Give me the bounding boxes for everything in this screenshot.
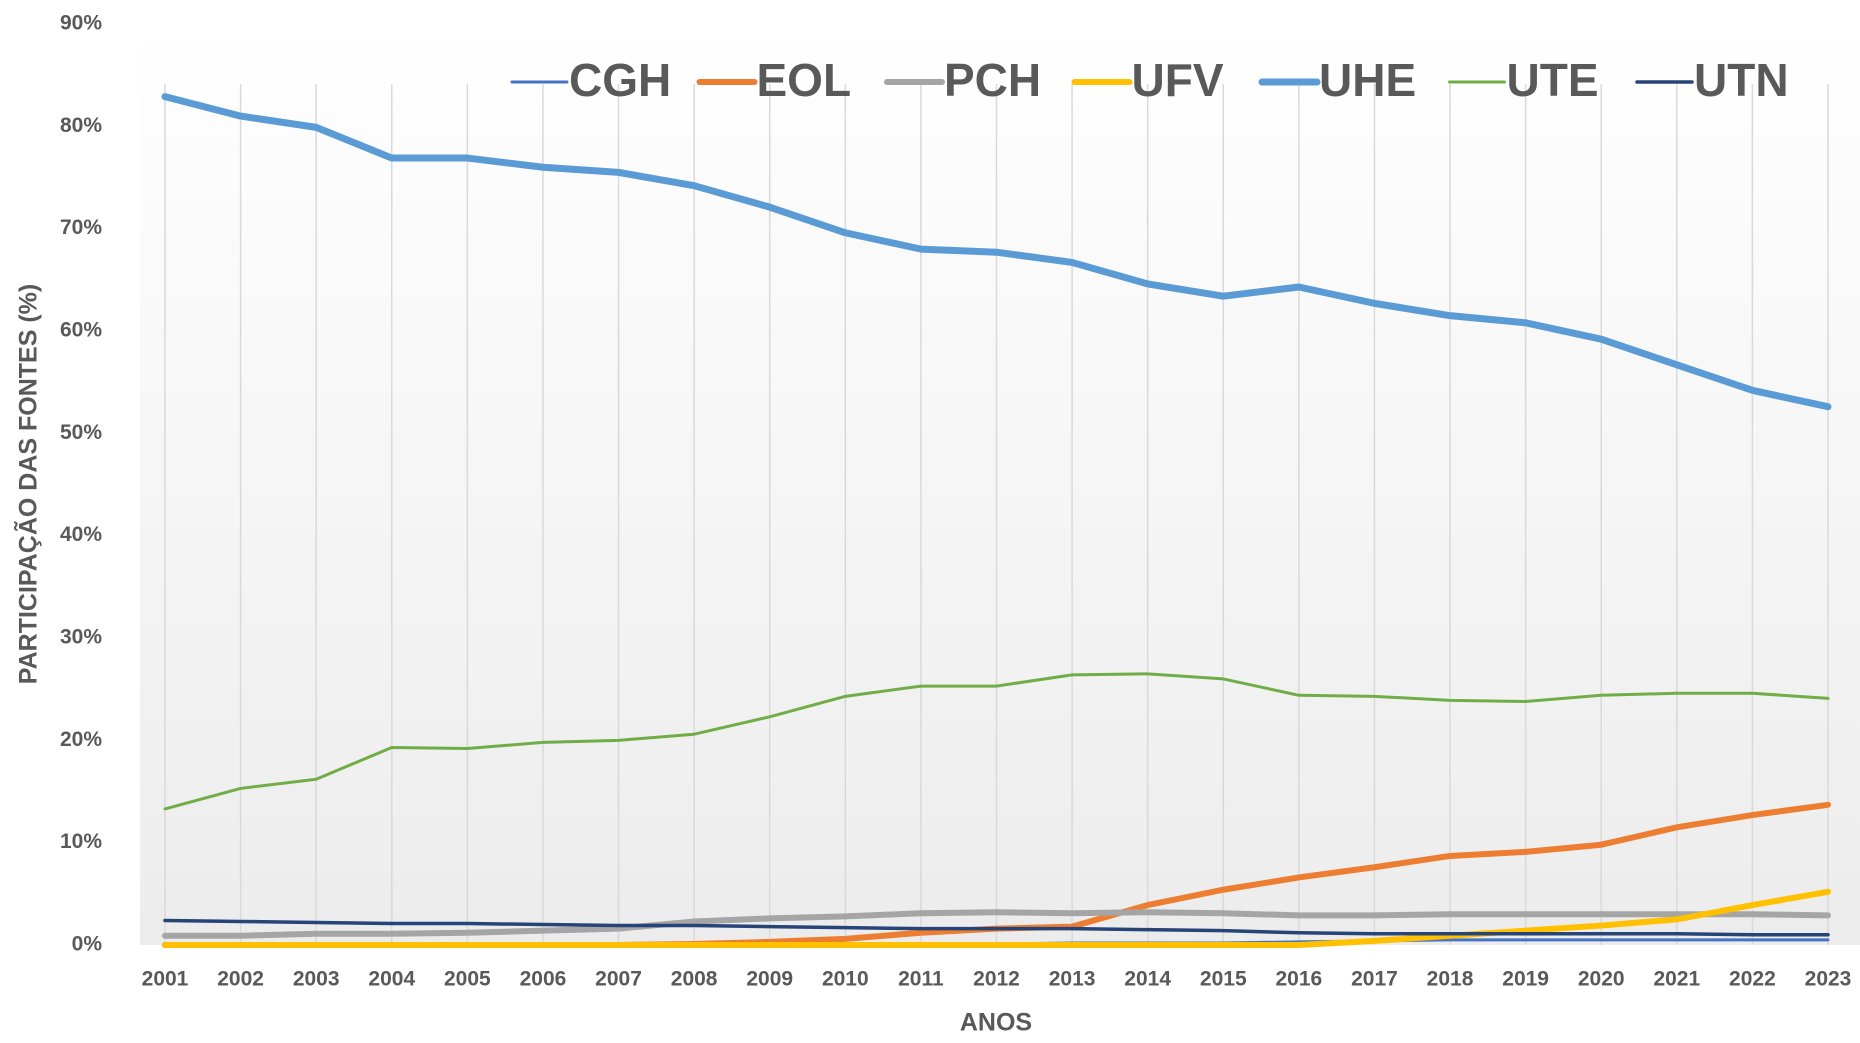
series-line (163, 918, 1830, 937)
y-tick-label: 40% (60, 523, 102, 546)
x-tick-label: 2008 (671, 968, 718, 991)
x-tick-label: 2023 (1805, 968, 1852, 991)
legend-label: EOL (757, 54, 852, 106)
y-axis-label: PARTICIPAÇÃO DAS FONTES (%) (13, 284, 43, 684)
y-tick-label: 60% (60, 319, 102, 342)
x-tick-label: 2015 (1200, 968, 1247, 991)
x-tick-label: 2011 (898, 968, 944, 991)
x-tick-label: 2022 (1729, 968, 1776, 991)
x-tick-label: 2003 (293, 968, 340, 991)
legend-label: UTE (1507, 54, 1599, 106)
x-tick-label: 2012 (973, 968, 1020, 991)
x-tick-label: 2019 (1502, 968, 1549, 991)
x-tick-label: 2014 (1124, 968, 1171, 991)
plot-background (140, 24, 1860, 945)
x-tick-label: 2016 (1276, 968, 1323, 991)
y-tick-label: 80% (60, 114, 102, 137)
series-line (162, 888, 1831, 948)
series-line (163, 672, 1830, 811)
x-tick-label: 2007 (595, 968, 642, 991)
y-tick-label: 30% (60, 626, 102, 649)
x-tick-label: 2020 (1578, 968, 1625, 991)
x-tick-label: 2001 (142, 968, 189, 991)
y-tick-label: 10% (60, 830, 102, 853)
x-tick-label: 2005 (444, 968, 491, 991)
x-tick-label: 2021 (1653, 968, 1700, 991)
y-tick-label: 0% (72, 933, 103, 956)
x-tick-label: 2018 (1427, 968, 1474, 991)
x-tick-label: 2006 (520, 968, 567, 991)
x-axis-label: ANOS (960, 1009, 1032, 1037)
x-tick-label: 2009 (746, 968, 793, 991)
y-tick-label: 90% (60, 12, 102, 35)
legend-label: PCH (944, 54, 1041, 106)
x-tick-label: 2010 (822, 968, 869, 991)
x-tick-label: 2013 (1049, 968, 1096, 991)
legend-label: UHE (1319, 54, 1416, 106)
y-tick-label: 70% (60, 216, 102, 239)
legend-label: UTN (1694, 54, 1789, 106)
y-tick-label: 20% (60, 728, 102, 751)
legend-label: UFV (1132, 54, 1224, 106)
legend-label: CGH (569, 54, 671, 106)
x-tick-label: 2004 (368, 968, 415, 991)
x-tick-label: 2017 (1351, 968, 1398, 991)
x-tick-label: 2002 (217, 968, 264, 991)
series-line (161, 93, 1832, 411)
y-tick-label: 50% (60, 421, 102, 444)
series-line (162, 909, 1831, 939)
